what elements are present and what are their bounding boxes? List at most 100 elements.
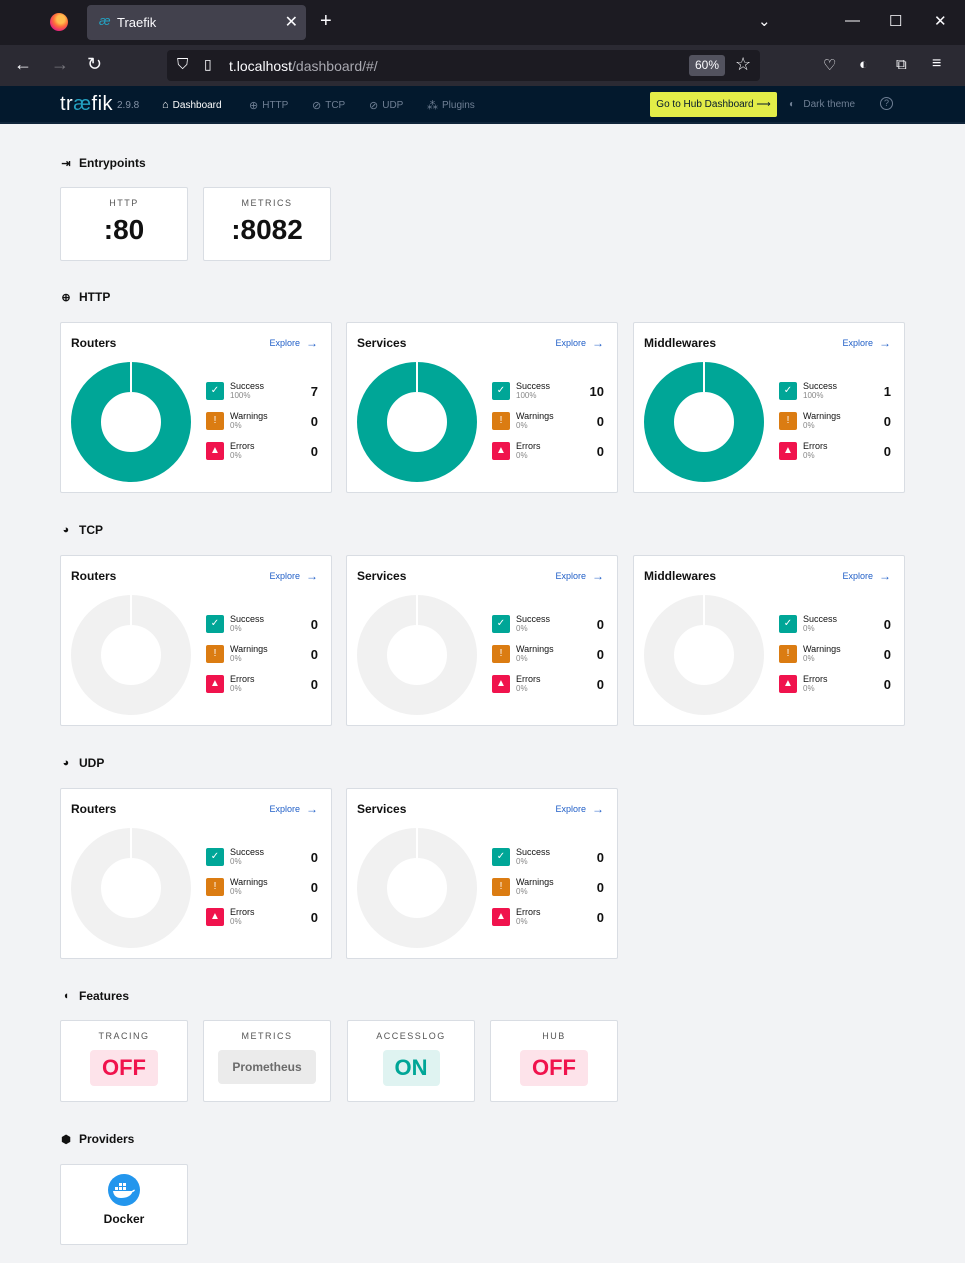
stat-count: 0 [883, 444, 891, 459]
page-icon[interactable]: ▯ [204, 56, 212, 72]
success-icon: ✓ [206, 848, 224, 866]
stat-row-success: ✓ Success 0% 0 [492, 847, 604, 870]
udp-icon: ◕ [62, 757, 70, 769]
go-to-hub-button[interactable]: Go to Hub Dashboard ⟶ [650, 92, 777, 117]
stat-label: Warnings [230, 877, 268, 887]
url-bar[interactable]: ⛉ ▯ t.localhost/dashboard/#/ 60% ☆ [167, 50, 760, 81]
stat-percent: 0% [230, 887, 242, 896]
stat-row-success: ✓ Success 0% 0 [779, 614, 891, 637]
nav-http[interactable]: ⊕ HTTP [249, 99, 288, 112]
explore-link[interactable]: Explore → [842, 569, 891, 583]
stat-row-warnings: ! Warnings 0% 0 [492, 877, 604, 900]
stat-row-errors: ▲ Errors 0% 0 [779, 441, 891, 464]
explore-link[interactable]: Explore → [269, 336, 318, 350]
arrow-right-icon: → [879, 569, 891, 583]
card-title: Services [357, 569, 407, 583]
extensions-icon[interactable]: ⧉ [896, 56, 907, 73]
minimize-icon[interactable]: — [845, 12, 860, 29]
stat-row-warnings: ! Warnings 0% 0 [779, 644, 891, 667]
stat-percent: 100% [516, 391, 537, 400]
stat-percent: 0% [230, 451, 242, 460]
stat-count: 0 [596, 414, 604, 429]
udp-services-card: Services Explore → ✓ Success 0% 0! Warnings 0% 0 ▲… [346, 788, 618, 959]
section-title-text: Providers [79, 1132, 135, 1146]
explore-link[interactable]: Explore → [555, 336, 604, 350]
reload-icon[interactable]: ↻ [87, 54, 103, 74]
tcp-services-card: Services Explore → ✓ Success 0% 0! Warnings 0% 0 ▲… [346, 555, 618, 726]
pocket-icon[interactable]: ♡ [823, 57, 837, 74]
traefik-favicon-icon: æ [99, 13, 111, 28]
contrast-icon: ◐ [789, 99, 796, 110]
stat-percent: 100% [803, 391, 824, 400]
nav-dashboard[interactable]: ⌂ Dashboard [162, 99, 222, 111]
nav-label: Dashboard [172, 99, 222, 111]
stat-row-errors: ▲ Errors 0% 0 [492, 674, 604, 697]
forward-icon[interactable]: → [51, 54, 69, 74]
entrypoint-icon: ⇥ [61, 157, 71, 170]
feature-label: HUB [542, 1031, 566, 1041]
explore-label: Explore [555, 804, 586, 814]
feature-status-badge: ON [382, 1050, 440, 1086]
udp-icon: ⊘ [369, 100, 379, 112]
success-icon: ✓ [779, 615, 797, 633]
entrypoint-value: :8082 [231, 214, 303, 245]
nav-udp[interactable]: ⊘ UDP [369, 99, 403, 112]
stat-percent: 0% [516, 684, 528, 693]
stat-label: Errors [516, 674, 541, 684]
card-title: Middlewares [644, 336, 717, 350]
nav-label: HTTP [262, 100, 289, 111]
explore-label: Explore [555, 571, 586, 581]
firefox-icon[interactable] [50, 13, 68, 31]
tracking-shield-icon[interactable]: ⛉ [177, 56, 189, 73]
maximize-icon[interactable]: ☐ [889, 13, 903, 30]
extension-blocked-icon[interactable]: ◐ [859, 56, 869, 73]
error-icon: ▲ [492, 442, 510, 460]
explore-link[interactable]: Explore → [555, 569, 604, 583]
stat-count: 0 [596, 850, 604, 865]
stat-percent: 0% [230, 654, 242, 663]
udp-routers-card: Routers Explore → ✓ Success 0% 0! Warnings 0% 0 ▲ E… [60, 788, 332, 959]
dark-theme-toggle[interactable]: ◐ Dark theme [789, 99, 855, 110]
tab-close-icon[interactable]: ✕ [284, 14, 298, 31]
traefik-logo[interactable]: træfik [60, 93, 113, 116]
nav-tcp[interactable]: ⊘ TCP [312, 99, 345, 112]
arrow-right-icon: → [306, 569, 318, 583]
stat-row-success: ✓ Success 100% 10 [492, 381, 604, 404]
entrypoint-card-http: HTTP :80 [60, 187, 188, 261]
stat-label: Errors [230, 441, 255, 451]
window-close-icon[interactable]: ✕ [934, 13, 947, 30]
status-donut-chart [644, 362, 764, 482]
tcp-routers-card: Routers Explore → ✓ Success 0% 0! Warnings 0% 0 ▲ E… [60, 555, 332, 726]
hamburger-menu-icon[interactable]: ≡ [932, 55, 942, 72]
explore-link[interactable]: Explore → [555, 802, 604, 816]
feature-label: TRACING [98, 1031, 150, 1041]
bookmark-star-icon[interactable]: ☆ [735, 54, 752, 74]
nav-plugins[interactable]: ⁂ Plugins [427, 99, 475, 112]
explore-link[interactable]: Explore → [842, 336, 891, 350]
feature-status-badge: OFF [90, 1050, 158, 1086]
url-text[interactable]: t.localhost/dashboard/#/ [229, 58, 378, 74]
card-title: Routers [71, 802, 117, 816]
success-icon: ✓ [492, 615, 510, 633]
stat-label: Warnings [803, 411, 841, 421]
browser-tab[interactable]: æ Traefik ✕ [87, 5, 306, 40]
section-title-text: Entrypoints [79, 156, 146, 170]
card-title: Routers [71, 569, 117, 583]
back-icon[interactable]: ← [14, 54, 32, 74]
success-icon: ✓ [492, 382, 510, 400]
stat-row-warnings: ! Warnings 0% 0 [492, 411, 604, 434]
features-title: ◖ Features [60, 989, 129, 1003]
stat-row-errors: ▲ Errors 0% 0 [779, 674, 891, 697]
warning-icon: ! [206, 412, 224, 430]
cube-icon: ⬢ [61, 1133, 71, 1146]
help-icon[interactable]: ? [880, 97, 893, 110]
zoom-level[interactable]: 60% [689, 55, 725, 76]
version-label: 2.9.8 [117, 100, 140, 111]
stat-row-success: ✓ Success 0% 0 [206, 847, 318, 870]
status-donut-chart [357, 362, 477, 482]
tab-list-chevron-icon[interactable]: ⌄ [758, 13, 771, 30]
explore-link[interactable]: Explore → [269, 569, 318, 583]
new-tab-icon[interactable]: + [320, 10, 332, 32]
stat-count: 7 [310, 384, 318, 399]
explore-link[interactable]: Explore → [269, 802, 318, 816]
